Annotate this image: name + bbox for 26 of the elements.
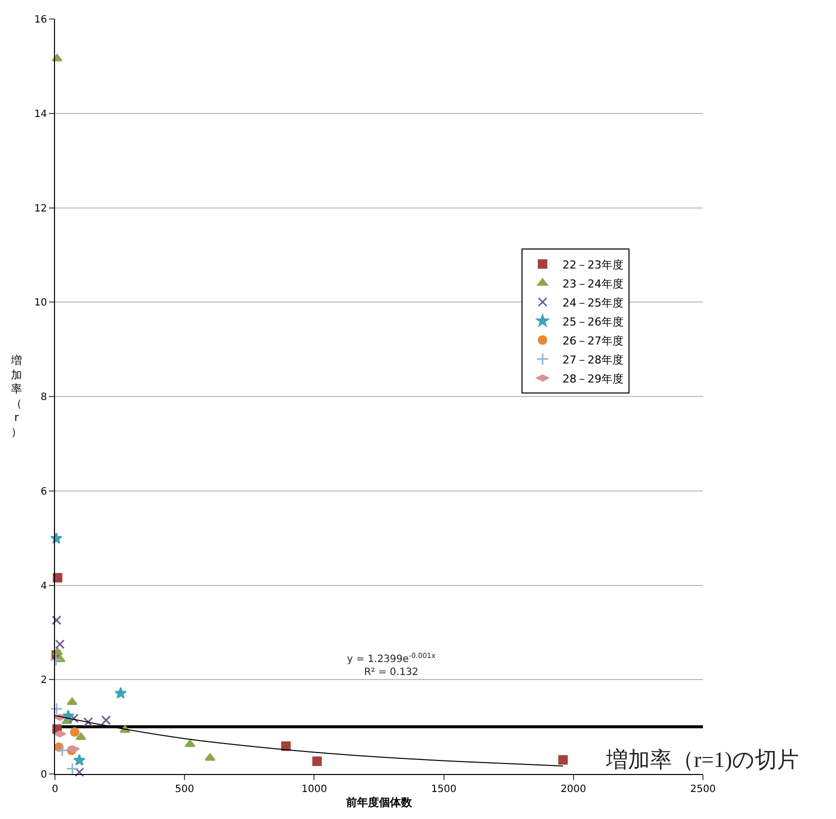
x-tick-label: 1000 <box>301 784 327 795</box>
legend-label: 25－26年度 <box>562 315 624 328</box>
y-tick-label: 14 <box>34 108 47 120</box>
x-tick-label: 500 <box>175 784 194 795</box>
y-tick-label: 8 <box>40 392 47 403</box>
x-tick-label: 0 <box>52 784 58 795</box>
x-tick-label: 1500 <box>431 784 457 795</box>
legend-label: 22－23年度 <box>562 258 624 272</box>
x-tick-label: 2500 <box>690 784 716 795</box>
x-tick-label: 2000 <box>560 784 586 795</box>
y-tick-label: 4 <box>40 580 47 592</box>
legend-label: 23－24年度 <box>562 277 624 290</box>
legend-label: 24－25年度 <box>562 296 624 310</box>
y-tick-label: 0 <box>40 770 47 780</box>
y-tick-label: 6 <box>40 486 47 498</box>
annotation: 増加率（r=1)の切片 <box>605 747 800 772</box>
x-axis-title: 前年度個体数 <box>345 796 413 810</box>
legend-label: 27－28年度 <box>562 353 624 366</box>
legend-label: 26－27年度 <box>562 334 624 348</box>
y-axis-title: 増加率（r） <box>10 354 22 438</box>
y-tick-label: 10 <box>34 298 47 309</box>
y-tick-label: 12 <box>34 203 47 214</box>
y-tick-label: 16 <box>34 14 47 26</box>
legend-label: 28－29年度 <box>562 372 624 386</box>
y-tick-label: 2 <box>40 675 47 686</box>
annotation: y = 1.2399e$^{-0.001x}$ R² = 0.132 <box>347 652 436 678</box>
